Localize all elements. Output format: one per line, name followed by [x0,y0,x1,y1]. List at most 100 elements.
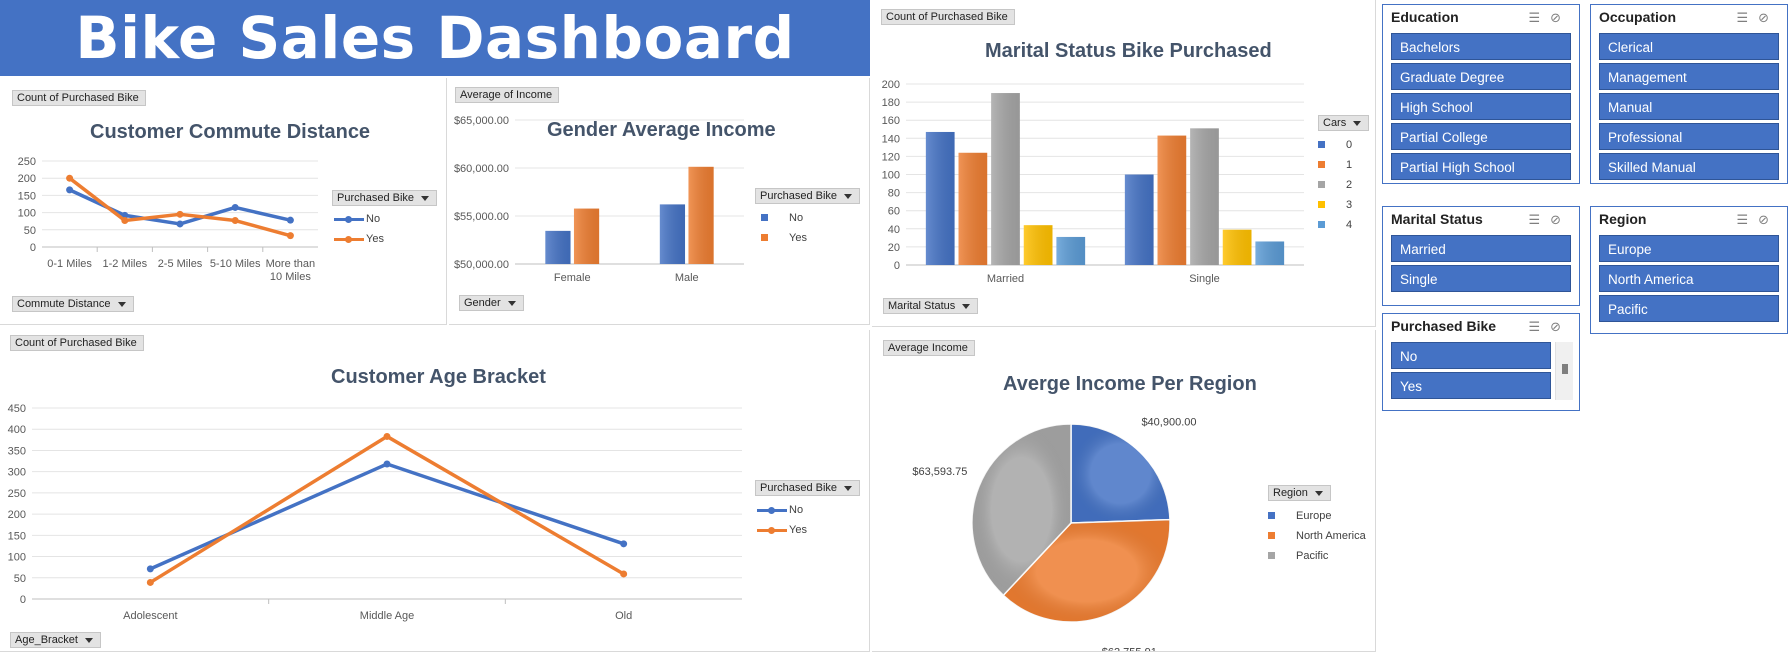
occupation-slicer-item[interactable]: Skilled Manual [1599,153,1779,180]
legend-marker [1268,532,1275,539]
gender-axis-field-button[interactable]: Gender [459,295,524,311]
gender-chart[interactable]: Average of Income Gender Average Income … [449,78,870,325]
education-slicer-item[interactable]: Graduate Degree [1391,63,1571,90]
marital-chart[interactable]: Count of Purchased Bike Marital Status B… [872,0,1376,327]
age-legend-field-button[interactable]: Purchased Bike [755,480,861,496]
multi-select-icon[interactable]: ☰ [1528,10,1551,25]
y-tick-label: 40 [888,224,900,236]
data-point [383,460,391,468]
x-tick-label: Married [987,273,1024,285]
age-chart-svg: 0 50 100 150 200 250 300 350 400 450 Adolescent Mid… [8,403,742,622]
marital-legend-field-button[interactable]: Cars [1318,115,1370,131]
legend-marker [1268,512,1275,519]
region-legend-field-button[interactable]: Region [1268,485,1331,501]
region-slicer[interactable]: Region ☰⊘ Europe North America Pacific [1590,206,1788,334]
legend-label: No [366,213,381,225]
education-slicer-item[interactable]: Bachelors [1391,33,1571,60]
y-tick-label: $60,000.00 [454,163,509,175]
clear-filter-icon[interactable]: ⊘ [1550,319,1571,334]
series-line-yes [149,434,625,584]
y-tick-label: 180 [882,97,900,109]
data-point [620,540,628,548]
commute-axis-field-button[interactable]: Commute Distance [12,296,134,312]
legend-marker [334,216,364,223]
bar-shade [1222,229,1252,265]
education-slicer-title: Education [1391,9,1459,25]
legend-item: 4 [1312,215,1352,235]
marital-value-field-button[interactable]: Count of Purchased Bike [881,9,1015,25]
region-slicer-item[interactable]: Pacific [1599,295,1779,322]
region-slicer-item[interactable]: North America [1599,265,1779,292]
commute-legend: No Yes [332,209,384,249]
y-tick-label: 50 [24,225,36,237]
education-slicer-item[interactable]: Partial High School [1391,153,1571,180]
clear-filter-icon[interactable]: ⊘ [1550,10,1571,25]
x-tick-label: 0-1 Miles [47,258,92,270]
pie-data-label: $40,900.00 [1141,417,1196,429]
age-value-field-button[interactable]: Count of Purchased Bike [10,335,144,351]
y-tick-label: 250 [8,488,26,500]
marital-status-slicer-item[interactable]: Married [1391,235,1571,262]
gender-value-field-button[interactable]: Average of Income [455,87,560,103]
data-point [66,186,74,194]
legend-marker [761,234,768,241]
x-tick-label: Single [1189,273,1220,285]
data-point [176,210,184,218]
data-point [383,432,391,440]
commute-chart[interactable]: Count of Purchased Bike Customer Commute… [0,78,447,325]
legend-item: Yes [332,229,384,249]
education-slicer-item[interactable]: High School [1391,93,1571,120]
marital-status-slicer[interactable]: Marital Status ☰⊘ Married Single [1382,206,1580,306]
occupation-slicer-item[interactable]: Management [1599,63,1779,90]
slicer-scrollbar[interactable] [1555,342,1573,400]
region-value-field-button[interactable]: Average Income [883,340,975,356]
y-tick-label: 100 [882,170,900,182]
marital-axis-field-button[interactable]: Marital Status [883,298,979,314]
y-tick-label: 250 [18,156,36,168]
marital-chart-svg: 0 20 40 60 80 100 120 140 160 180 200 Married Single [882,79,1304,285]
bar-shade [545,230,571,264]
region-slicer-item[interactable]: Europe [1599,235,1779,262]
commute-legend-field-button[interactable]: Purchased Bike [332,190,438,206]
age-chart-title: Customer Age Bracket [331,366,546,388]
y-tick-label: 200 [882,79,900,91]
legend-label: 4 [1346,219,1353,231]
purchased-bike-slicer-item[interactable]: Yes [1391,372,1551,399]
education-slicer[interactable]: Education ☰⊘ Bachelors Graduate Degree High … [1382,4,1580,184]
legend-label: 2 [1346,179,1353,191]
y-tick-label: $65,000.00 [454,115,509,127]
scrollbar-thumb[interactable] [1562,364,1568,374]
legend-item: 1 [1312,155,1352,175]
gender-legend-field-button[interactable]: Purchased Bike [755,188,861,204]
bar-shade [1023,225,1053,265]
x-tick-label: Male [675,272,699,284]
clear-filter-icon[interactable]: ⊘ [1550,212,1571,227]
multi-select-icon[interactable]: ☰ [1528,212,1551,227]
data-point [231,203,239,211]
data-point [231,217,239,225]
age-chart[interactable]: Count of Purchased Bike Customer Age Bra… [0,330,870,652]
legend-marker [1318,141,1325,148]
purchased-bike-slicer[interactable]: Purchased Bike ☰⊘ No Yes [1382,313,1580,411]
multi-select-icon[interactable]: ☰ [1736,10,1759,25]
occupation-slicer-title: Occupation [1599,9,1677,25]
occupation-slicer-item[interactable]: Clerical [1599,33,1779,60]
age-axis-field-button[interactable]: Age_Bracket [10,632,101,648]
occupation-slicer-item[interactable]: Professional [1599,123,1779,150]
multi-select-icon[interactable]: ☰ [1528,319,1551,334]
commute-value-field-button[interactable]: Count of Purchased Bike [12,90,146,106]
bar-shade [1124,174,1154,265]
y-tick-label: 200 [8,509,26,521]
bar-shade [925,131,955,265]
pie-slice-shade [1003,519,1170,622]
region-chart[interactable]: Average Income Averge Income Per Region … [872,330,1376,652]
occupation-slicer-item[interactable]: Manual [1599,93,1779,120]
clear-filter-icon[interactable]: ⊘ [1758,212,1779,227]
purchased-bike-slicer-item[interactable]: No [1391,342,1551,369]
occupation-slicer[interactable]: Occupation ☰⊘ Clerical Management Manual Prof… [1590,4,1788,184]
multi-select-icon[interactable]: ☰ [1736,212,1759,227]
clear-filter-icon[interactable]: ⊘ [1758,10,1779,25]
legend-label: 0 [1346,139,1353,151]
education-slicer-item[interactable]: Partial College [1391,123,1571,150]
marital-status-slicer-item[interactable]: Single [1391,265,1571,292]
